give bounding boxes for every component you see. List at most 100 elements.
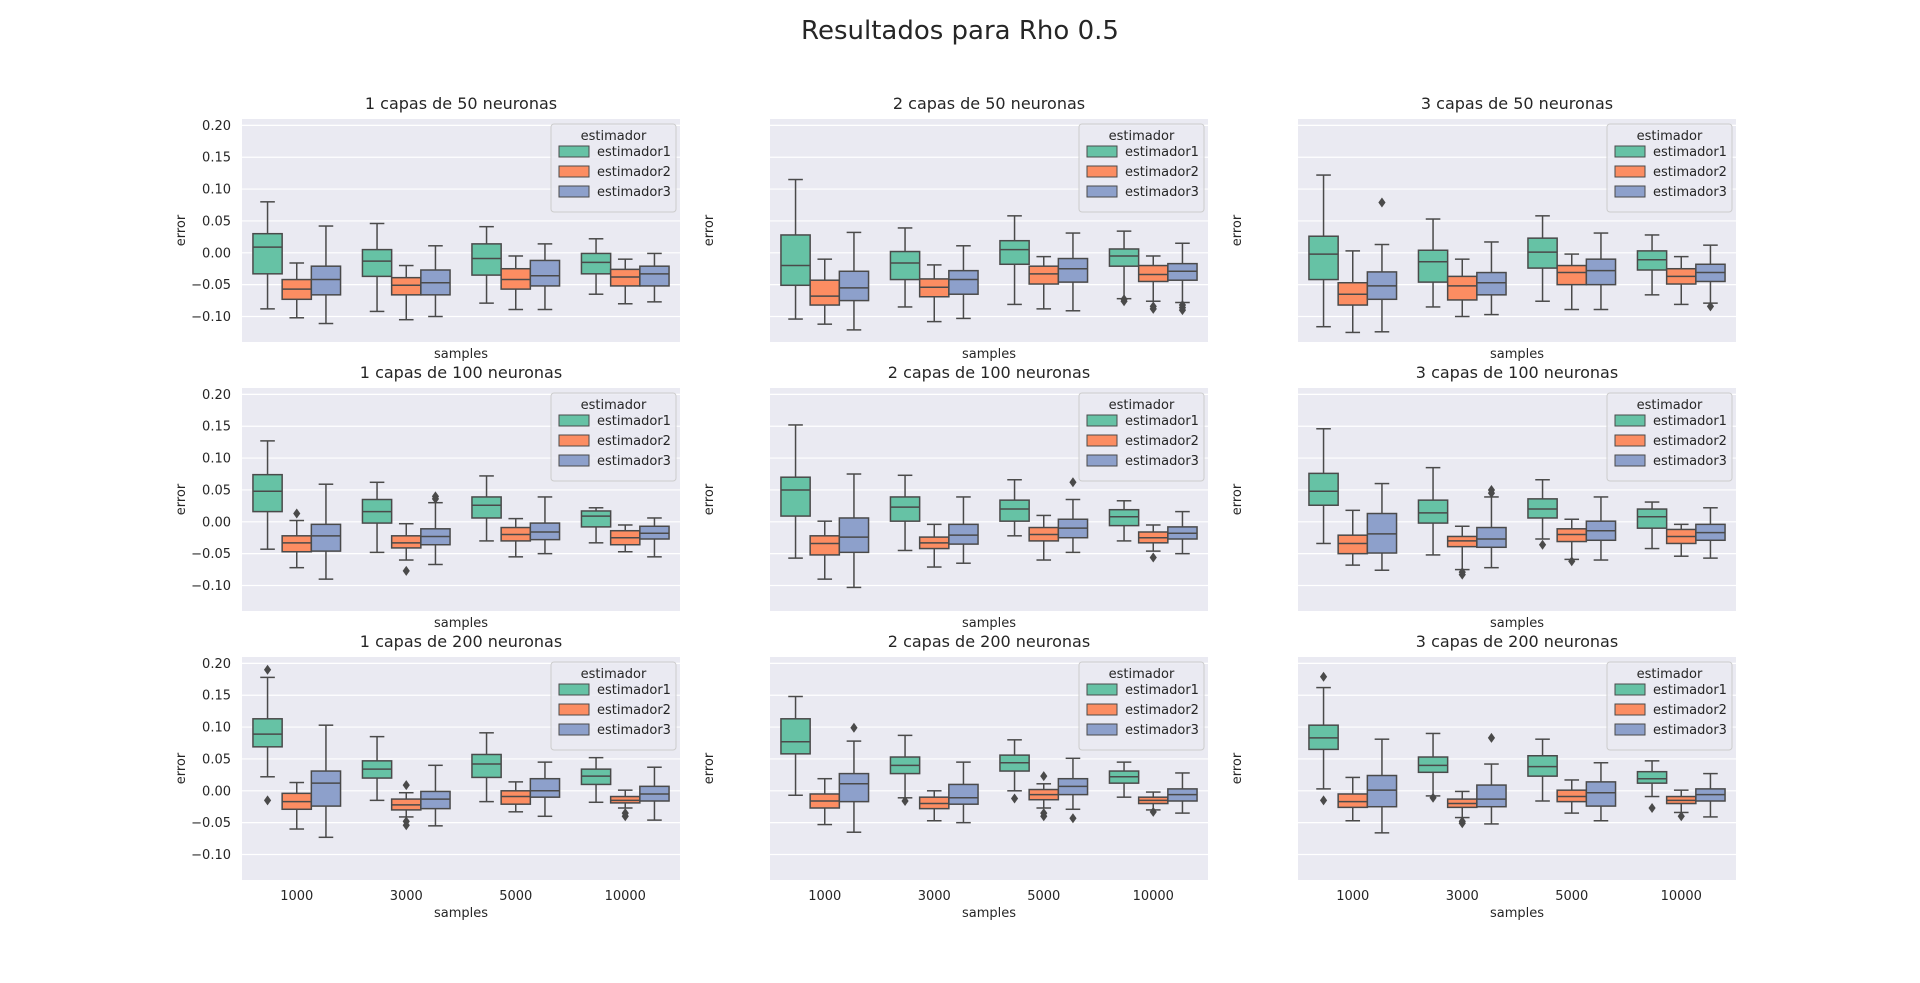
boxplot-estimador1 xyxy=(1108,230,1140,307)
subplot-title: 1 capas de 100 neuronas xyxy=(360,363,562,382)
outlier-marker xyxy=(293,508,301,519)
boxplot-estimador3 xyxy=(529,243,561,311)
outlier-marker xyxy=(402,780,410,791)
outlier-marker xyxy=(1040,811,1048,822)
x-tick-label: 10000 xyxy=(1133,889,1174,904)
legend-title: estimador xyxy=(1109,129,1175,144)
x-axis-label: samples xyxy=(1490,906,1544,921)
y-tick-label: −0.10 xyxy=(191,848,231,863)
boxplot-estimador3 xyxy=(639,517,670,558)
boxplot-estimador2 xyxy=(1137,255,1169,314)
legend-title: estimador xyxy=(581,667,647,682)
boxplot-estimador3 xyxy=(310,225,342,325)
box-iqr xyxy=(529,777,561,798)
box-iqr xyxy=(889,250,921,281)
outlier-marker xyxy=(1458,818,1466,829)
outlier-marker xyxy=(1677,811,1685,822)
x-tick-label: 10000 xyxy=(1661,889,1702,904)
y-axis-label: error xyxy=(702,752,717,784)
box-iqr xyxy=(809,279,841,306)
boxplot-estimador3 xyxy=(1695,772,1726,818)
box-iqr xyxy=(1308,235,1339,281)
boxplot-estimador3 xyxy=(639,252,670,303)
boxplot-estimador1 xyxy=(252,201,283,310)
box-iqr xyxy=(809,535,841,556)
outlier-marker xyxy=(1706,301,1715,312)
box-iqr xyxy=(310,770,342,807)
box-iqr xyxy=(948,269,979,295)
box-iqr xyxy=(999,239,1030,266)
legend-swatch xyxy=(558,454,590,467)
outlier-marker xyxy=(1040,771,1048,782)
subplot-title: 3 capas de 100 neuronas xyxy=(1416,363,1618,382)
boxplot-estimador3 xyxy=(838,231,870,331)
box-iqr xyxy=(471,496,502,519)
boxplot-estimador3 xyxy=(420,764,451,827)
boxplot-estimador1 xyxy=(889,474,921,552)
box-iqr xyxy=(1108,508,1140,527)
legend-entry-label: estimador3 xyxy=(1653,454,1727,469)
outlier-marker xyxy=(402,565,410,576)
subplot-1: 0.20 0.15 0.10 0.05 0.00 −0.05 −0.10 error 1 cap… xyxy=(174,94,680,362)
boxplot-estimador1 xyxy=(889,734,921,806)
legend-swatch xyxy=(1086,434,1118,447)
boxplot-estimador1 xyxy=(1636,760,1668,814)
outlier-marker xyxy=(1149,806,1157,817)
boxplot-estimador1 xyxy=(252,440,283,550)
x-axis-label: samples xyxy=(1490,347,1544,362)
boxplot-estimador3 xyxy=(1585,496,1617,561)
subplot-title: 3 capas de 200 neuronas xyxy=(1416,632,1618,651)
y-axis-label: error xyxy=(1230,483,1245,515)
boxplot-estimador1 xyxy=(361,222,393,313)
legend-swatch xyxy=(1086,145,1118,158)
y-axis-label: error xyxy=(174,752,189,784)
outlier-marker xyxy=(1538,539,1547,550)
legend-entry-label: estimador2 xyxy=(1653,434,1727,449)
subplot-3: error 3 capas de 50 neuronas samples estima… xyxy=(1230,94,1736,362)
box-iqr xyxy=(1308,472,1339,506)
boxplot-estimador2 xyxy=(1446,790,1478,829)
boxplot-estimador2 xyxy=(500,781,532,813)
subplot-title: 2 capas de 100 neuronas xyxy=(888,363,1090,382)
legend-entry-label: estimador2 xyxy=(597,434,671,449)
x-tick-label: 3000 xyxy=(1446,889,1479,904)
x-tick-label: 5000 xyxy=(1027,889,1060,904)
box-iqr xyxy=(1476,784,1507,808)
outlier-marker xyxy=(1149,303,1157,314)
subplot-4: 0.20 0.15 0.10 0.05 0.00 −0.05 −0.10 error 1 cap… xyxy=(174,363,680,631)
boxplot-estimador1 xyxy=(1527,215,1558,302)
legend-entry-label: estimador3 xyxy=(597,723,671,738)
box-iqr xyxy=(1137,264,1169,283)
legend-entry-label: estimador2 xyxy=(597,703,671,718)
legend-entry-label: estimador3 xyxy=(1653,185,1727,200)
legend-swatch xyxy=(558,434,590,447)
y-axis-label: error xyxy=(174,214,189,246)
boxplot-estimador1 xyxy=(1636,501,1668,550)
boxplot-estimador1 xyxy=(1308,174,1339,328)
boxplot-estimador1 xyxy=(1527,738,1558,802)
legend-swatch xyxy=(1614,703,1646,716)
legend-entry-label: estimador2 xyxy=(1125,165,1199,180)
boxplot-estimador2 xyxy=(809,258,841,325)
y-tick-label: 0.10 xyxy=(202,721,231,736)
box-iqr xyxy=(310,523,342,552)
box-iqr xyxy=(948,783,979,805)
x-tick-label: 3000 xyxy=(918,889,951,904)
boxplot-estimador2 xyxy=(281,508,313,569)
outlier-marker xyxy=(1487,732,1496,743)
legend-title: estimador xyxy=(1637,129,1703,144)
outlier-marker xyxy=(1319,671,1328,682)
y-axis-label: error xyxy=(1230,214,1245,246)
subplot-title: 3 capas de 50 neuronas xyxy=(1421,94,1613,113)
boxplot-estimador2 xyxy=(281,781,313,830)
legend-entry-label: estimador2 xyxy=(1653,165,1727,180)
outlier-marker xyxy=(1458,569,1466,580)
boxplot-estimador1 xyxy=(1308,671,1339,806)
boxplot-estimador2 xyxy=(500,517,532,558)
box-iqr xyxy=(639,265,670,287)
box-iqr xyxy=(1057,257,1089,283)
